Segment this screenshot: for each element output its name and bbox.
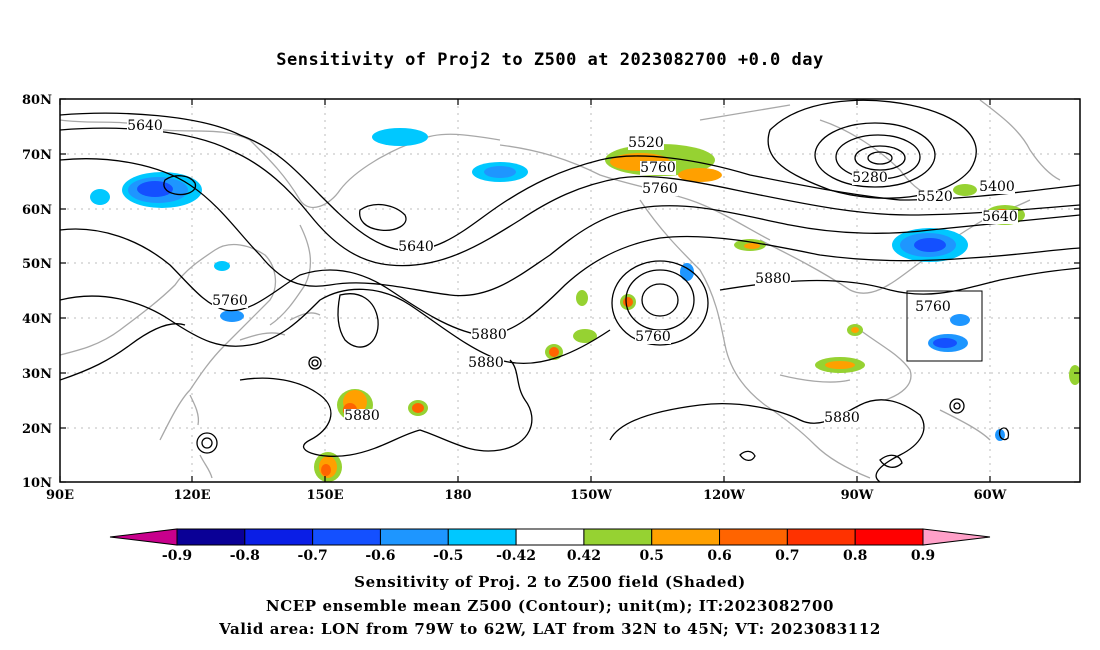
contour-label-bg [468,356,504,370]
contour-label-bg [344,409,380,423]
colorbar-label: -0.7 [298,548,328,564]
contour-label-bg [127,119,163,133]
lon-tick-label: 90W [841,488,874,503]
contour-labels: 5640 5520 5640 5760 5280 5400 5520 5640 5760 5880… [127,118,1018,426]
contour-label: 5760 [635,329,671,345]
contour-label-bg [982,210,1018,224]
contour-label: 5760 [642,181,678,197]
colorbar-max-triangle [922,528,991,546]
colorbar: -0.9 -0.8 -0.7 -0.6 -0.5 -0.42 0.42 0.5 0.6 0.7 0.… [109,528,991,564]
contour-label-bg [852,171,888,185]
lon-tick-label: 180 [444,488,471,503]
lon-tick-label: 120E [173,488,210,503]
colorbar-swatch [719,528,788,546]
lat-tick-label: 50N [22,257,52,272]
contour-label: 5640 [398,239,434,255]
caption-contour: NCEP ensemble mean Z500 (Contour); unit(… [265,597,835,615]
contour-label-bg [755,272,791,286]
contour-label-bg [212,294,248,308]
contour-label: 5640 [127,118,163,134]
colorbar-swatch [176,528,246,546]
colorbar-swatch [651,528,721,546]
colorbar-label: 0.6 [707,548,731,564]
colorbar-label: -0.8 [230,548,260,564]
lon-tick-label: 90E [46,488,74,503]
colorbar-swatch [786,528,856,546]
colorbar-label: -0.6 [365,548,395,564]
map-frame [59,98,1081,483]
lat-tick-label: 80N [22,93,52,108]
colorbar-swatch [244,528,314,546]
colorbar-label: 0.7 [775,548,799,564]
lat-tick-label: 60N [22,203,52,218]
colorbar-swatch [854,528,924,546]
contour-label-bg [635,330,671,344]
colorbar-label: 0.9 [911,548,935,564]
contour-label-bg [915,300,951,314]
contour-label-bg [824,411,860,425]
colorbar-label: 0.5 [640,548,664,564]
colorbar-min-triangle [109,528,178,546]
colorbar-label: -0.9 [162,548,192,564]
contour-label: 5760 [640,160,676,176]
contour-label: 5640 [982,209,1018,225]
contour-label: 5880 [471,327,507,343]
caption-shaded: Sensitivity of Proj. 2 to Z500 field (Sh… [354,573,746,591]
contour-label-bg [640,161,676,175]
colorbar-swatch [379,528,449,546]
colorbar-label: -0.5 [433,548,463,564]
contour-label: 5400 [979,179,1015,195]
lat-tick-label: 70N [22,148,52,163]
colorbar-swatch [515,528,585,546]
contour-label-bg [979,180,1015,194]
colorbar-label: 0.42 [567,548,601,564]
contour-label-bg [398,240,434,254]
colorbar-label: 0.8 [843,548,867,564]
contour-label-bg [917,190,953,204]
contour-label: 5880 [755,271,791,287]
contour-label: 5880 [468,355,504,371]
lat-tick-label: 40N [22,312,52,327]
contour-label-bg [628,136,664,150]
valid-area-box [906,290,983,362]
lon-tick-label: 60W [974,488,1007,503]
lat-tick-label: 10N [22,476,52,491]
colorbar-label: -0.42 [496,548,536,564]
contour-label-bg [471,328,507,342]
lon-tick-label: 150E [306,488,343,503]
coastlines [60,99,1061,479]
colorbar-swatch [583,528,653,546]
lon-tick-label: 120W [703,488,745,503]
lon-tick-label: 150W [570,488,612,503]
contour-label-bg [642,182,678,196]
contour-label: 5880 [344,408,380,424]
lat-tick-label: 20N [22,422,52,437]
contour-label: 5280 [852,170,888,186]
contour-label: 5520 [628,135,664,151]
contour-label: 5760 [212,293,248,309]
latitude-axis: 80N 70N 60N 50N 40N 30N 20N 10N [22,93,1080,491]
map-title: Sensitivity of Proj2 to Z500 at 20230827… [276,50,824,70]
caption-valid-area: Valid area: LON from 79W to 62W, LAT fro… [219,620,881,638]
contour-label: 5760 [915,299,951,315]
longitude-axis: 90E 120E 150E 180 150W 120W 90W 60W [46,99,1007,503]
lat-tick-label: 30N [22,367,52,382]
colorbar-swatch [447,528,517,546]
contour-label: 5520 [917,189,953,205]
contour-label: 5880 [824,410,860,426]
colorbar-swatch [312,528,381,546]
